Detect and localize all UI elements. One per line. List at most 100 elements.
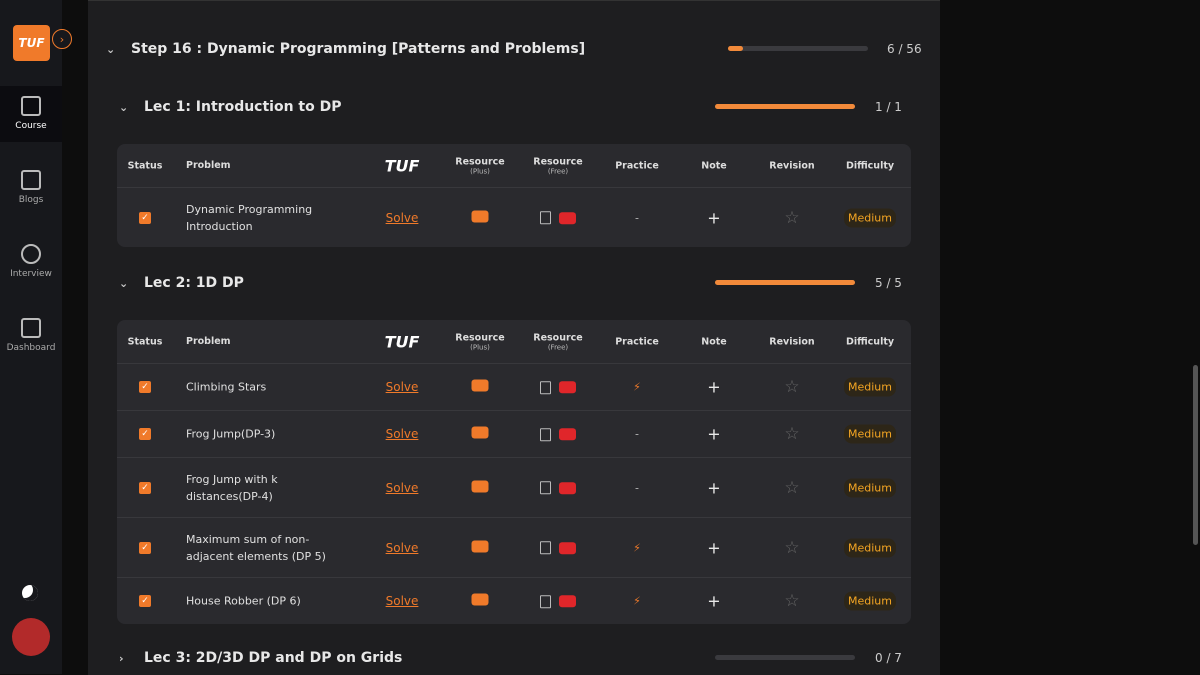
free-resource[interactable] [540,427,576,441]
article-icon[interactable] [540,481,551,495]
chevron: › [119,651,124,665]
note-button[interactable]: + [707,478,721,497]
header-plus: Resource (Plus) [455,332,504,351]
table-header: Status Problem TUF Resource (Plus) Resource (F… [117,144,911,188]
article-icon[interactable] [540,541,551,555]
header-brand: TUF [384,156,420,175]
header-sub: (Plus) [470,343,490,351]
problem-row: ✓ Maximum sum of non-adjacent elements (D… [117,518,911,578]
solve-link[interactable]: Solve [385,540,419,555]
header-sub: (Free) [547,343,569,351]
nav-dashboard[interactable]: Dashboard [0,308,62,364]
revision-star[interactable]: ☆ [784,477,800,498]
note-button[interactable]: + [707,424,721,444]
revision-star[interactable]: ☆ [784,537,800,558]
solve-link[interactable]: Solve [385,480,419,495]
header-sub: (Plus) [470,167,490,175]
status-checkbox[interactable]: ✓ [139,428,151,440]
solve-link[interactable]: Solve [385,594,419,608]
status-checkbox[interactable]: ✓ [139,595,151,607]
problem-name: Frog Jump(DP-3) [186,427,276,441]
header-title: Resource [455,156,505,167]
nav-course[interactable]: Course [0,86,62,142]
section-header[interactable]: ⌄ Step 16 : Dynamic Programming [Patterns… [88,37,940,61]
plus-resource[interactable] [471,480,489,495]
youtube-icon[interactable] [559,481,576,494]
article-icon[interactable] [540,594,551,608]
problem-name: Climbing Stars [186,380,267,394]
youtube-icon[interactable] [559,211,576,224]
status-checkbox[interactable]: ✓ [139,481,151,494]
practice-dash: - [635,427,639,441]
plus-resource[interactable] [471,426,489,442]
plus-resource[interactable] [471,540,489,555]
practice-icon[interactable]: ⚡ [633,594,641,608]
header-problem: Problem [186,336,231,347]
theme-toggle[interactable] [22,585,38,601]
free-resource[interactable] [540,594,576,608]
youtube-icon[interactable] [559,428,576,441]
solve-link[interactable]: Solve [385,210,419,225]
header-note: Note [701,160,727,171]
solve-link[interactable]: Solve [385,380,419,394]
header-plus: Resource (Plus) [455,156,504,175]
avatar[interactable] [12,618,50,656]
problem-table: Status Problem TUF Resource (Plus) Resource (F… [117,320,911,624]
chevron: ⌄ [119,276,129,290]
note-button[interactable]: + [707,208,721,227]
nav-label: Dashboard [6,343,56,353]
difficulty: Medium [844,208,896,227]
youtube-icon[interactable] [559,595,576,608]
article-icon[interactable] [540,380,551,394]
nav-label: Course [15,121,47,131]
progress-fill [728,46,743,51]
free-resource[interactable] [540,380,576,394]
status-checkbox[interactable]: ✓ [139,211,151,224]
revision-star[interactable]: ☆ [784,207,800,228]
revision-star[interactable]: ☆ [784,424,800,444]
note-button[interactable]: + [707,538,721,557]
article-icon[interactable] [540,211,551,225]
header-title: Resource [533,156,583,167]
youtube-icon[interactable] [559,381,576,394]
difficulty: Medium [844,591,896,611]
plus-resource[interactable] [471,210,489,225]
content: ⌄ Step 16 : Dynamic Programming [Patterns… [88,0,940,675]
free-resource[interactable] [540,481,576,495]
header-revision: Revision [769,160,815,171]
progress-bar [715,655,855,660]
article-icon[interactable] [540,427,551,441]
expand-button[interactable]: › [52,29,72,49]
header-brand: TUF [384,332,420,351]
progress-count: 0 / 7 [875,651,902,665]
free-resource[interactable] [540,211,576,225]
progress-fill [715,104,855,109]
revision-star[interactable]: ☆ [784,377,800,397]
youtube-icon[interactable] [559,541,576,554]
note-button[interactable]: + [707,591,721,611]
note-button[interactable]: + [707,377,721,397]
revision-star[interactable]: ☆ [784,591,800,611]
plus-resource[interactable] [471,379,489,395]
nav-interview[interactable]: Interview [0,234,62,290]
section-title: Lec 1: Introduction to DP [144,99,342,115]
practice-icon[interactable]: ⚡ [633,541,641,554]
status-checkbox[interactable]: ✓ [139,381,151,393]
section-header[interactable]: › Lec 3: 2D/3D DP and DP on Grids 0 / 7 [88,646,940,670]
nav-blogs[interactable]: Blogs [0,160,62,216]
progress-fill [715,280,855,285]
free-resource[interactable] [540,541,576,555]
section-header[interactable]: ⌄ Lec 2: 1D DP 5 / 5 [88,271,940,295]
solve-link[interactable]: Solve [385,427,419,441]
header-free: Resource (Free) [533,156,582,175]
logo[interactable]: TUF [13,25,50,61]
problem-row: ✓ Climbing Stars Solve ⚡ + ☆ Medium [117,364,911,411]
practice-icon[interactable]: ⚡ [633,380,641,394]
plus-resource[interactable] [471,593,489,609]
status-checkbox[interactable]: ✓ [139,541,151,554]
header-title: Resource [533,332,583,343]
section-header[interactable]: ⌄ Lec 1: Introduction to DP 1 / 1 [88,95,940,119]
sidebar: TUF › Course Blogs Interview Dashboard [0,0,72,674]
header-status: Status [127,336,163,347]
